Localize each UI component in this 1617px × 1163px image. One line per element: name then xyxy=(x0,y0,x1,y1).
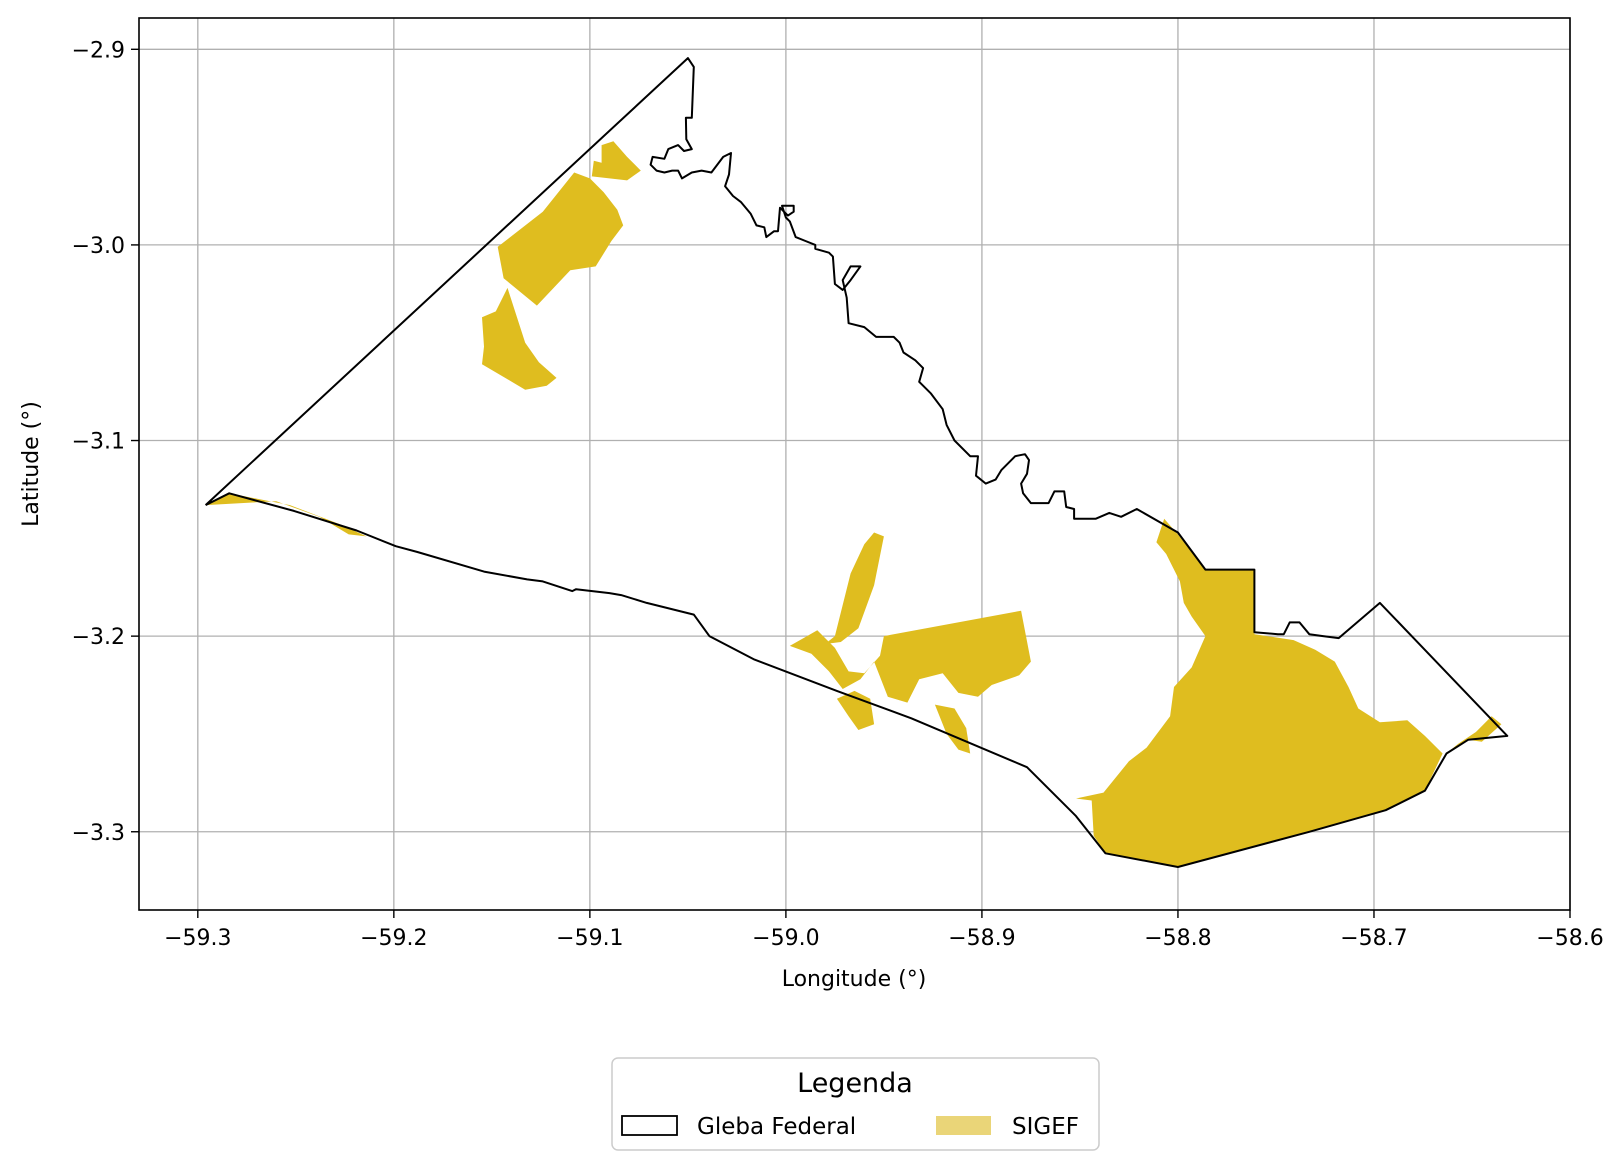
sigef-layer xyxy=(205,141,1502,867)
x-tick-label: −59.1 xyxy=(556,926,623,951)
y-axis-label: Latitude (°) xyxy=(19,401,44,527)
y-tick-label: −2.9 xyxy=(72,38,125,63)
x-tick-label: −59.2 xyxy=(360,926,427,951)
y-axis-ticks: −2.9 −3.0 −3.1 −3.2 −3.3 xyxy=(72,38,139,846)
gleba-federal-layer xyxy=(204,57,1509,868)
y-tick-label: −3.0 xyxy=(72,234,125,259)
x-tick-label: −59.3 xyxy=(164,926,231,951)
legend-label-gleba-federal: Gleba Federal xyxy=(697,1114,856,1140)
x-tick-label: −58.7 xyxy=(1340,926,1407,951)
y-tick-label: −3.1 xyxy=(72,430,125,455)
x-axis-ticks: −59.3 −59.2 −59.1 −59.0 −58.9 −58.8 −58.7 −58.6 xyxy=(164,910,1604,951)
gleba-federal-boundary xyxy=(204,57,1509,868)
legend-swatch-sigef xyxy=(936,1116,991,1135)
y-tick-label: −3.3 xyxy=(72,821,125,846)
sigef-parcel xyxy=(1076,518,1443,867)
plot-frame xyxy=(138,17,1571,911)
sigef-parcel xyxy=(591,141,641,181)
sigef-parcel xyxy=(497,172,624,306)
sigef-parcel xyxy=(825,532,884,644)
sigef-parcel xyxy=(482,287,557,390)
legend: Legenda Gleba Federal SIGEF xyxy=(611,1057,1100,1151)
legend-label-sigef: SIGEF xyxy=(1012,1114,1079,1140)
x-tick-label: −58.8 xyxy=(1144,926,1211,951)
sigef-parcel xyxy=(789,610,1031,703)
legend-swatch-gleba-federal xyxy=(621,1115,678,1136)
sigef-parcel xyxy=(934,704,971,754)
x-tick-label: −58.9 xyxy=(948,926,1015,951)
x-axis-label: Longitude (°) xyxy=(782,967,927,992)
x-tick-label: −58.6 xyxy=(1536,926,1603,951)
y-tick-label: −3.2 xyxy=(72,625,125,650)
x-tick-label: −59.0 xyxy=(752,926,819,951)
legend-title: Legenda xyxy=(797,1068,913,1099)
